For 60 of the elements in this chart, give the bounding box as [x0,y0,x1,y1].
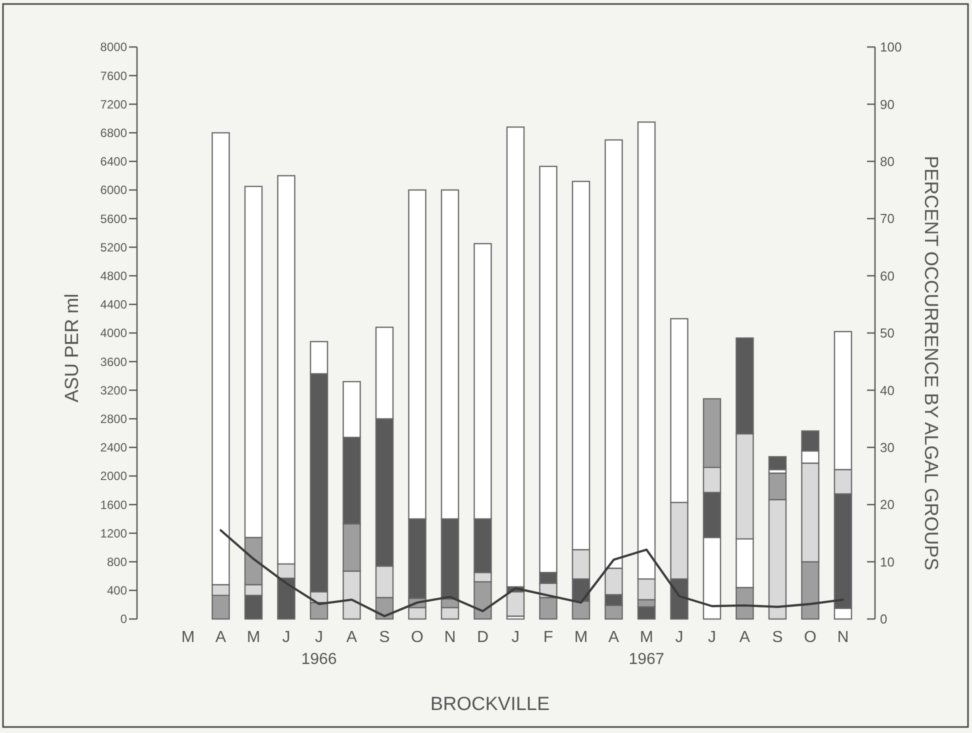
x-tick-label: J [512,629,520,646]
y-tick-label: 1200 [100,526,128,540]
x-tick-label: O [411,629,424,646]
y-tick-label: 2000 [100,469,128,484]
y-tick-label: 8000 [100,40,128,54]
y2-tick-label: 20 [880,497,894,512]
y2-tick-label: 100 [880,40,902,55]
y-tick-label: 4000 [100,326,128,340]
y2-tick-label: 80 [880,154,894,169]
x-tick-label: F [543,629,554,646]
y-tick-label: 6400 [100,154,128,169]
x-tick-label: S [379,629,390,646]
x-tick-label: J [708,629,716,646]
x-axis-title: BROCKVILLE [430,694,550,715]
y2-tick-label: 50 [880,326,894,341]
x-tick-label: M [640,629,654,646]
y-tick-label: 400 [106,584,128,598]
x-tick-label: O [804,629,816,646]
y-tick-label: 5600 [100,212,128,226]
text: 1966 [301,651,337,668]
y2-tick-label: 10 [880,554,894,570]
y-tick-label: 800 [106,555,128,569]
y2-tick-label: 40 [880,382,894,398]
x-tick-label: J [315,629,323,646]
y2-tick-label: 70 [880,211,894,226]
y-tick-label: 2800 [100,412,128,426]
y-tick-label: 7200 [100,97,128,112]
y2-tick-label: 60 [880,268,894,284]
x-tick-label: A [739,629,750,646]
x-tick-label: A [215,629,226,646]
x-tick-label: N [444,629,456,646]
y-tick-label: 3600 [100,354,128,369]
y2-axis-title: PERCENT OCCURRENCE BY ALGAL GROUPS [920,156,941,570]
y-tick-label: 0 [120,612,128,626]
x-tick-label: M [574,629,588,646]
y2-tick-label: 90 [880,96,894,112]
x-tick-label: D [476,629,489,646]
x-tick-label: S [772,629,783,646]
y-tick-label: 5200 [100,240,128,254]
x-tick-label: N [837,629,849,646]
y2-tick-label: 30 [880,440,894,455]
x-tick-label: M [246,629,260,646]
y-tick-label: 4400 [100,298,128,312]
x-tick-label: A [608,629,620,646]
x-tick-label: A [346,629,358,646]
y-tick-label: 2400 [100,440,128,455]
x-tick-label: J [675,629,684,646]
bar [506,591,525,617]
x-tick-label: M [181,629,195,646]
y2-tick-label: 0 [880,612,888,627]
y-axis-title: ASU PER ml [62,294,83,402]
y-tick-label: 6800 [100,126,128,140]
y-tick-label: 7600 [100,68,128,83]
y-tick-label: 3200 [100,383,128,398]
text: 1967 [628,651,664,668]
x-tick-label: J [282,629,290,646]
y-tick-label: 1600 [100,498,128,512]
line-series [220,529,844,618]
y-tick-label: 6000 [100,183,128,198]
y-tick-label: 4800 [100,269,128,283]
